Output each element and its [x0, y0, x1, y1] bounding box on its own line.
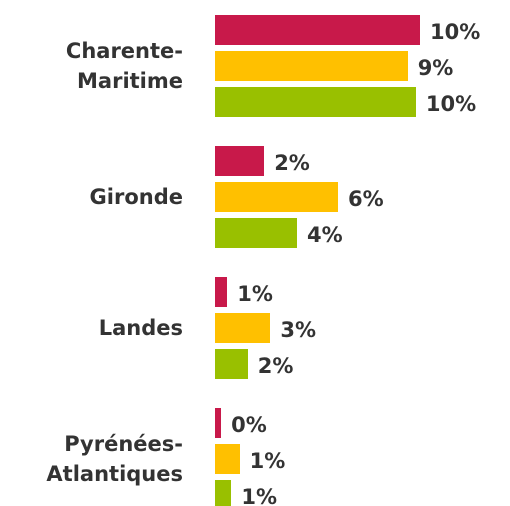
data-label: 10% [425, 92, 477, 116]
bar [215, 182, 338, 212]
category-label: Landes [98, 316, 183, 340]
bar [215, 146, 265, 176]
category-label: Gironde [89, 185, 183, 209]
data-label: 9% [417, 56, 454, 80]
bar [215, 51, 408, 81]
data-label: 1% [241, 485, 278, 506]
bar [215, 408, 222, 438]
data-label: 4% [307, 223, 343, 247]
bar [215, 444, 240, 474]
bar [215, 15, 420, 45]
data-label: 2% [274, 151, 310, 175]
data-label: 0% [231, 413, 267, 437]
category-label: Charente-Maritime [65, 39, 183, 93]
data-label: 2% [257, 354, 294, 378]
category-label: Pyrénées-Atlantiques [46, 432, 183, 486]
bar [215, 218, 297, 248]
bar [215, 313, 271, 343]
data-label: 10% [430, 20, 481, 44]
data-label: 3% [280, 318, 316, 342]
bar [215, 480, 232, 506]
data-label: 1% [249, 449, 286, 473]
data-label: 1% [237, 282, 273, 306]
data-label: 6% [348, 187, 384, 211]
bar [215, 349, 248, 379]
bar [215, 277, 228, 307]
bar [215, 87, 416, 117]
